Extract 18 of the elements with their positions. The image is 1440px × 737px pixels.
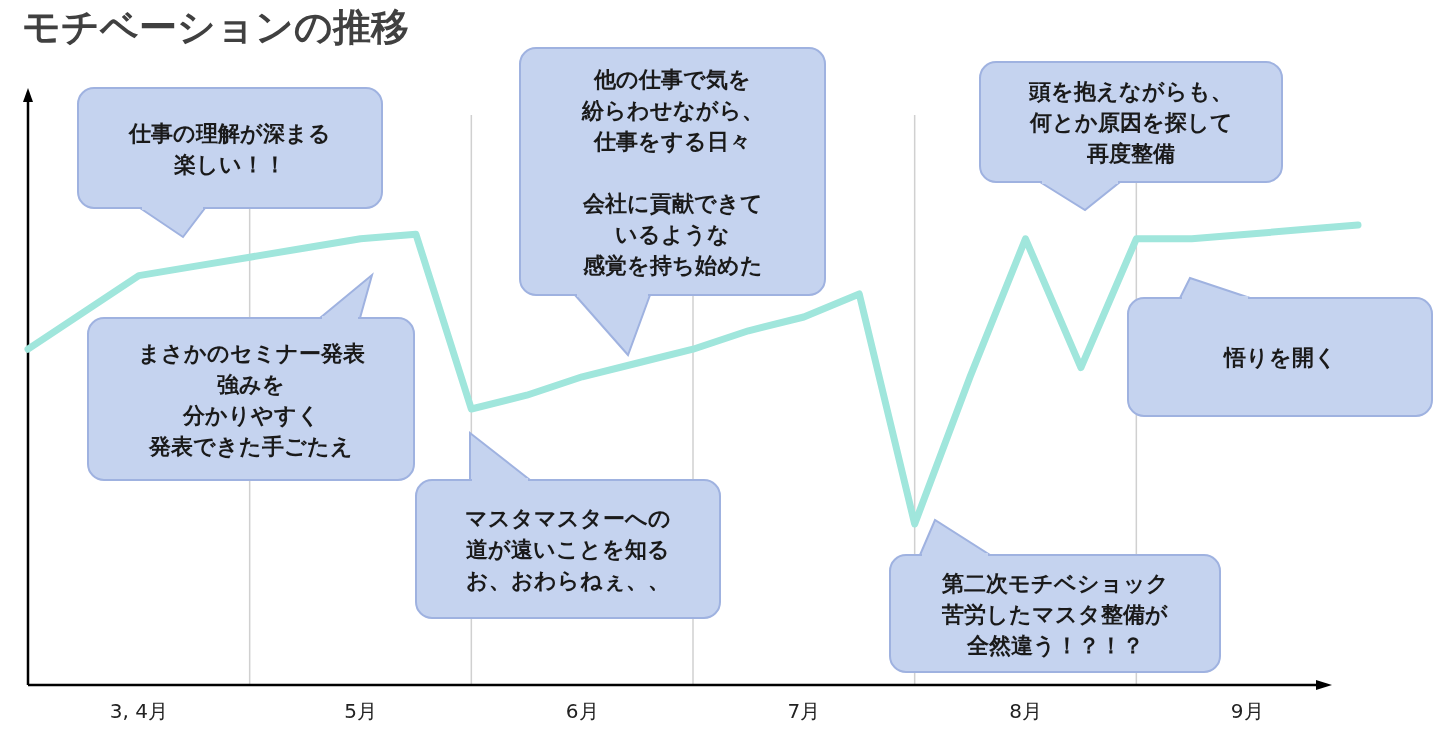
x-tick-label: 8月 <box>1009 699 1042 723</box>
x-tick-label: 7月 <box>787 699 821 723</box>
x-tick-label: 9月 <box>1230 699 1264 723</box>
callout: 悟りを開く <box>1127 276 1433 417</box>
x-tick-label: 3, 4月 <box>109 699 168 723</box>
annotation: マスタマスターへの道が遠いことを知るお、おわらねぇ、、 <box>465 506 671 593</box>
callout: 第二次モチベショック苦労したマスタ整備が全然違う！？！？ <box>889 518 1221 673</box>
annotation: まさかのセミナー発表強みを分かりやすく発表できた手ごたえ <box>137 340 365 459</box>
annotation: 第二次モチベショック苦労したマスタ整備が全然違う！？！？ <box>940 570 1169 658</box>
callout: 他の仕事で気を紛らわせながら、仕事をする日々会社に貢献できているような感覚を持ち始めた <box>519 47 826 357</box>
callout: まさかのセミナー発表強みを分かりやすく発表できた手ごたえ <box>87 272 415 481</box>
chart-title: モチベーションの推移 <box>22 5 409 49</box>
x-tick-label: 6月 <box>565 699 599 723</box>
callout: 頭を抱えながらも、何とか原因を探して再度整備 <box>979 61 1283 212</box>
x-tick-label: 5月 <box>344 699 377 723</box>
callout: マスタマスターへの道が遠いことを知るお、おわらねぇ、、 <box>415 430 721 619</box>
annotation: 悟りを開く <box>1221 345 1337 370</box>
callout: 仕事の理解が深まる楽しい！！ <box>77 87 383 239</box>
